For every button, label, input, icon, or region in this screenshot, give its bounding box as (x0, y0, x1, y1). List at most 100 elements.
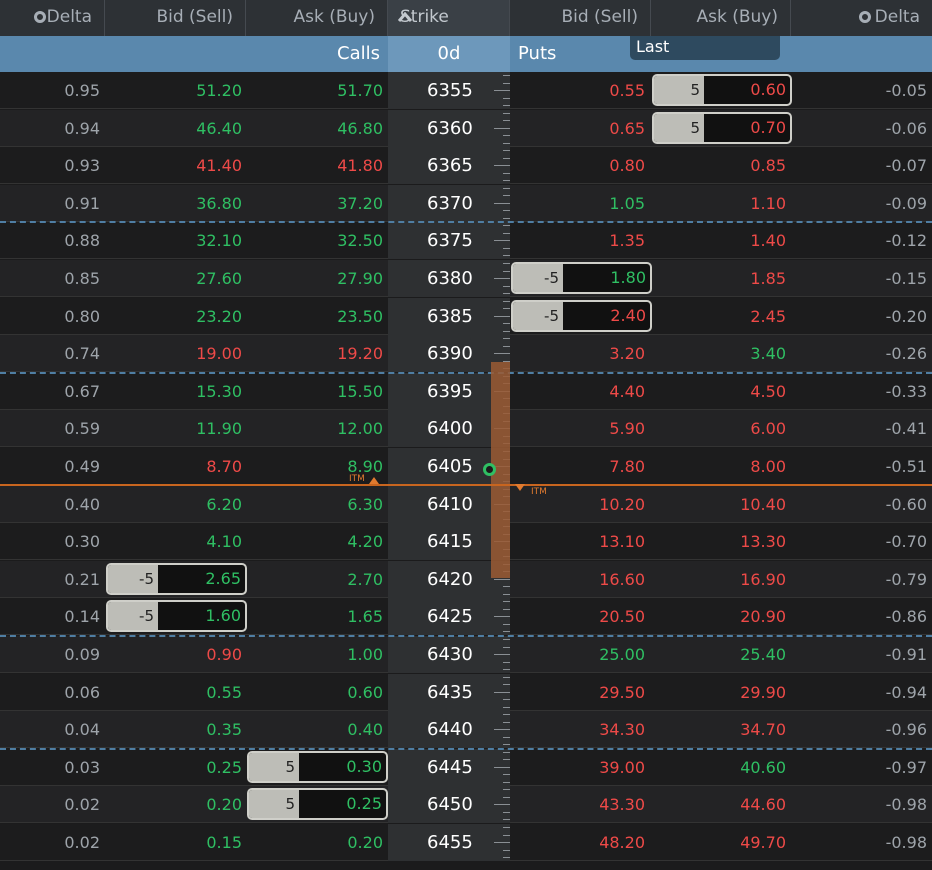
call-ask[interactable]: 51.70 (337, 81, 383, 100)
call-bid[interactable]: 51.20 (196, 81, 242, 100)
call-ask[interactable]: 15.50 (337, 381, 383, 401)
call-ask[interactable]: 37.20 (337, 193, 383, 213)
put-bid[interactable]: 34.30 (599, 720, 645, 740)
put-ask[interactable]: 1.40 (750, 231, 786, 251)
working-order[interactable]: -5 1.60 (106, 600, 247, 633)
order-quantity[interactable]: -5 (513, 301, 563, 330)
working-order[interactable]: 5 0.25 (247, 788, 388, 821)
header-ask-buy-calls[interactable]: Ask (Buy) (246, 0, 388, 36)
working-order[interactable]: -5 2.65 (106, 562, 247, 595)
order-price[interactable]: 1.60 (205, 606, 241, 626)
put-ask[interactable]: 13.30 (740, 532, 786, 552)
put-ask[interactable]: 25.40 (740, 645, 786, 664)
settings-dot-icon[interactable] (859, 11, 871, 23)
order-quantity[interactable]: 5 (249, 752, 299, 781)
call-bid[interactable]: 19.00 (196, 344, 242, 364)
strike-price[interactable]: 6360 (388, 109, 510, 147)
strike-price[interactable]: 6365 (388, 147, 510, 185)
call-ask[interactable]: 4.20 (347, 532, 383, 552)
put-bid[interactable]: 20.50 (599, 607, 645, 627)
working-order[interactable]: 5 0.30 (247, 750, 388, 783)
put-ask[interactable]: 29.90 (740, 682, 786, 702)
put-bid[interactable]: 29.50 (599, 682, 645, 702)
strike-price[interactable]: 6370 (388, 184, 510, 222)
put-ask[interactable]: 20.90 (740, 607, 786, 627)
put-bid[interactable]: 13.10 (599, 532, 645, 552)
call-ask[interactable]: 1.65 (347, 607, 383, 627)
strike-price[interactable]: 6445 (388, 748, 510, 786)
put-ask[interactable]: 3.40 (750, 344, 786, 364)
put-ask[interactable]: 10.40 (740, 494, 786, 514)
expiry-label[interactable]: 0d (388, 36, 510, 72)
call-bid[interactable]: 0.90 (206, 645, 242, 664)
order-price[interactable]: 1.80 (610, 268, 646, 287)
put-bid[interactable]: 1.35 (609, 231, 645, 251)
put-bid[interactable]: 43.30 (599, 795, 645, 815)
call-bid[interactable]: 0.20 (206, 795, 242, 815)
strike-price[interactable]: 6430 (388, 636, 510, 673)
call-ask[interactable]: 23.50 (337, 306, 383, 326)
strike-price[interactable]: 6410 (388, 485, 510, 523)
put-ask[interactable]: 40.60 (740, 757, 786, 777)
call-bid[interactable]: 8.70 (206, 457, 242, 476)
strike-price[interactable]: 6450 (388, 786, 510, 824)
header-ask-buy-puts[interactable]: Ask (Buy) (651, 0, 791, 36)
order-quantity[interactable]: 5 (654, 76, 704, 104)
call-bid[interactable]: 23.20 (196, 306, 242, 326)
put-bid[interactable]: 25.00 (599, 645, 645, 664)
order-quantity[interactable]: 5 (654, 113, 704, 142)
strike-price[interactable]: 6420 (388, 560, 510, 598)
order-price[interactable]: 2.65 (205, 568, 241, 588)
order-quantity[interactable]: -5 (108, 602, 158, 631)
order-price[interactable]: 0.25 (346, 794, 382, 814)
strike-price[interactable]: 6375 (388, 222, 510, 260)
put-ask[interactable]: 44.60 (740, 795, 786, 815)
header-bid-sell-calls[interactable]: Bid (Sell) (105, 0, 246, 36)
put-bid[interactable]: 10.20 (599, 494, 645, 514)
put-ask[interactable]: 16.90 (740, 569, 786, 589)
strike-price[interactable]: 6380 (388, 260, 510, 297)
strike-price[interactable]: 6455 (388, 824, 510, 861)
put-bid[interactable]: 5.90 (609, 419, 645, 439)
working-order[interactable]: -5 2.40 (511, 299, 652, 332)
put-ask[interactable]: 8.00 (750, 457, 786, 476)
order-price[interactable]: 0.30 (346, 756, 382, 776)
call-ask[interactable]: 2.70 (347, 569, 383, 589)
call-bid[interactable]: 36.80 (196, 193, 242, 213)
put-ask[interactable]: 4.50 (750, 381, 786, 401)
call-bid[interactable]: 6.20 (206, 494, 242, 514)
put-ask[interactable]: 34.70 (740, 720, 786, 740)
call-ask[interactable]: 8.90 (347, 457, 383, 476)
call-ask[interactable]: 0.60 (347, 682, 383, 702)
put-ask[interactable]: 1.85 (750, 269, 786, 288)
strike-price[interactable]: 6440 (388, 711, 510, 749)
put-bid[interactable]: 0.80 (609, 156, 645, 176)
call-bid[interactable]: 0.55 (206, 682, 242, 702)
put-bid[interactable]: 0.55 (609, 81, 645, 100)
put-bid[interactable]: 3.20 (609, 344, 645, 364)
call-bid[interactable]: 46.40 (196, 118, 242, 138)
put-bid[interactable]: 1.05 (609, 193, 645, 213)
strike-price[interactable]: 6355 (388, 72, 510, 109)
put-bid[interactable]: 39.00 (599, 757, 645, 777)
strike-price[interactable]: 6415 (388, 523, 510, 561)
call-ask[interactable]: 6.30 (347, 494, 383, 514)
put-bid[interactable]: 0.65 (609, 118, 645, 138)
strike-price[interactable]: 6395 (388, 372, 510, 410)
put-ask[interactable]: 0.85 (750, 156, 786, 176)
order-price[interactable]: 0.70 (750, 117, 786, 137)
strike-price[interactable]: 6385 (388, 297, 510, 335)
call-bid[interactable]: 27.60 (196, 269, 242, 288)
call-bid[interactable]: 0.25 (206, 757, 242, 777)
call-ask[interactable]: 32.50 (337, 231, 383, 251)
last-button[interactable]: Last (630, 36, 780, 60)
put-ask[interactable]: 2.45 (750, 306, 786, 326)
put-bid[interactable]: 16.60 (599, 569, 645, 589)
call-ask[interactable]: 41.80 (337, 156, 383, 176)
call-ask[interactable]: 0.20 (347, 833, 383, 852)
call-ask[interactable]: 46.80 (337, 118, 383, 138)
strike-price[interactable]: 6425 (388, 598, 510, 636)
strike-price[interactable]: 6405 (388, 448, 510, 485)
settings-dot-icon[interactable] (34, 11, 46, 23)
put-bid[interactable]: 4.40 (609, 381, 645, 401)
